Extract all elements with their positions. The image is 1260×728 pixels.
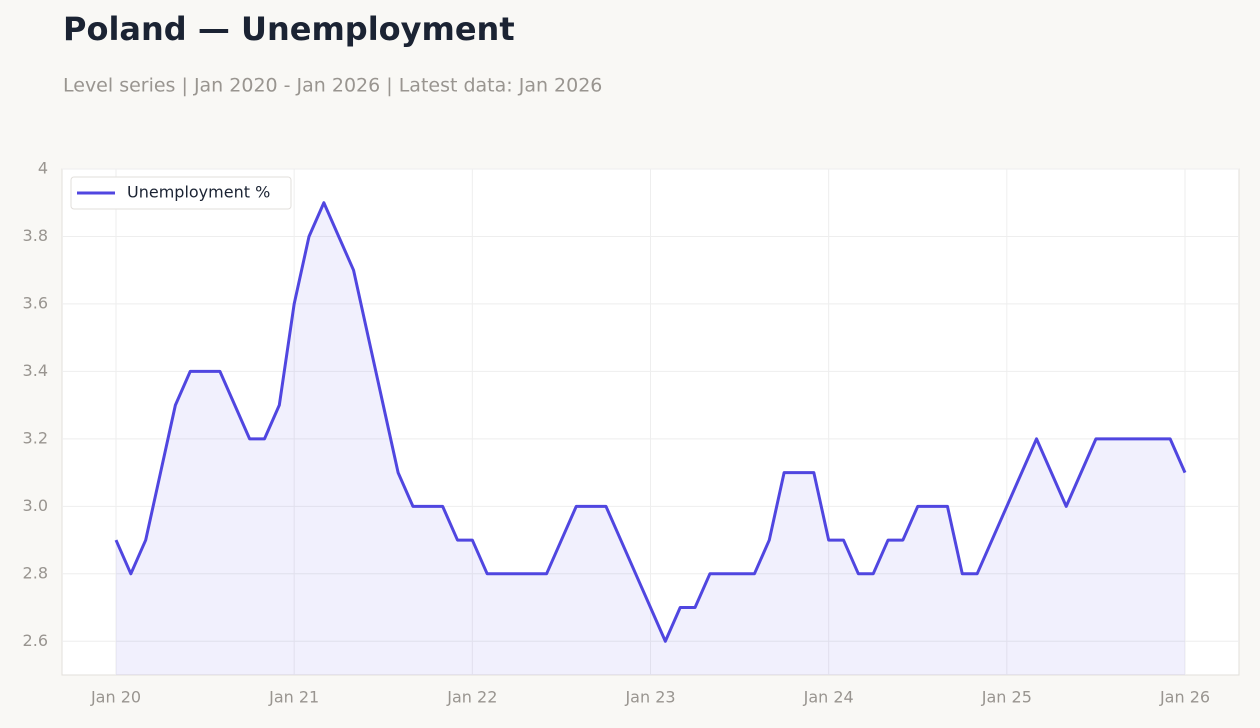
x-tick-label: Jan 24 [803,688,854,707]
y-tick-label: 2.8 [23,563,48,582]
legend-box [70,176,292,210]
x-tick-label: Jan 26 [1159,688,1210,707]
x-tick-label: Jan 22 [446,688,497,707]
y-tick-label: 3.4 [23,361,48,380]
x-tick-label: Jan 23 [624,688,675,707]
y-tick-label: 3.6 [23,293,48,312]
legend-label: Unemployment % [127,183,270,202]
y-tick-label: 3.2 [23,428,48,447]
x-tick-label: Jan 21 [268,688,319,707]
chart-subtitle: Level series | Jan 2020 - Jan 2026 | Lat… [63,75,602,97]
y-tick-label: 2.6 [23,631,48,650]
y-tick-label: 3.8 [23,226,48,245]
chart-title: Poland — Unemployment [63,10,515,48]
area-fill [116,202,1185,675]
series-line [114,201,1187,643]
x-tick-label: Jan 20 [90,688,141,707]
y-tick-label: 3.0 [23,496,48,515]
y-tick-label: 4 [38,159,48,178]
x-tick-label: Jan 25 [981,688,1032,707]
